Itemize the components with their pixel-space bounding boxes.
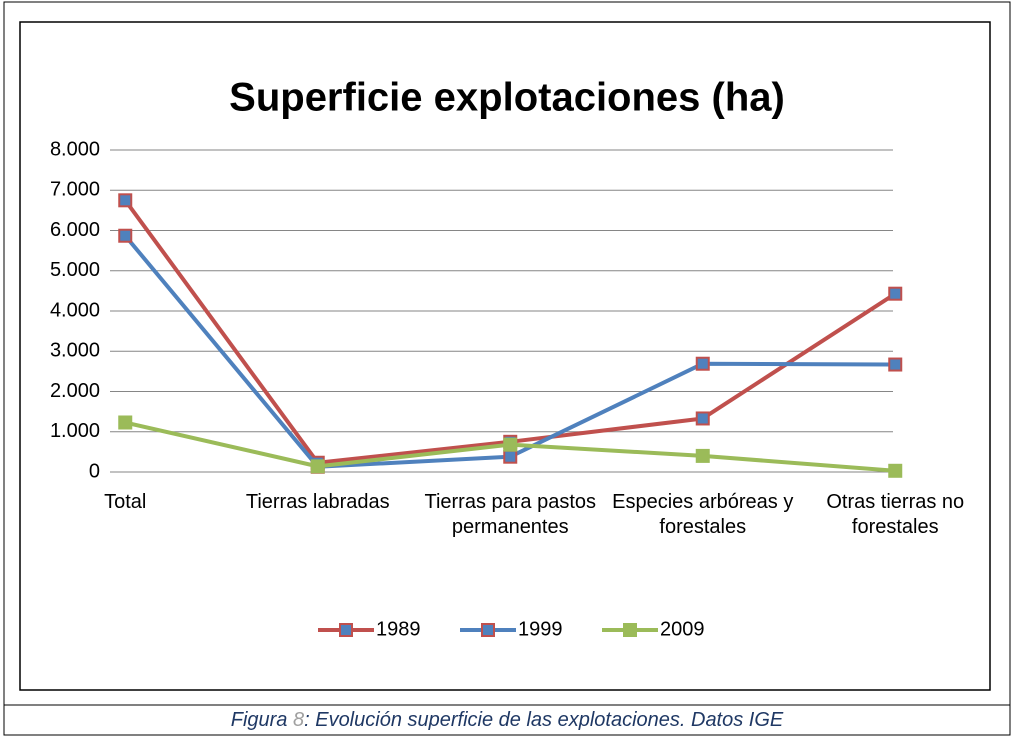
y-tick-label: 4.000 bbox=[50, 299, 100, 321]
marker bbox=[503, 449, 518, 464]
x-tick-label: Otras tierras no forestales bbox=[826, 491, 965, 538]
marker bbox=[118, 193, 133, 208]
caption-number: 8 bbox=[293, 709, 304, 731]
marker bbox=[118, 228, 133, 243]
y-tick-label: 7.000 bbox=[50, 179, 100, 201]
chart-title: Superficie explotaciones (ha) bbox=[229, 76, 785, 120]
x-tick-label-box: Otras tierras no forestales bbox=[826, 491, 965, 538]
x-tick-label: Tierras labradas bbox=[245, 491, 390, 513]
legend-marker bbox=[339, 623, 353, 637]
marker bbox=[888, 357, 903, 372]
chart-border bbox=[19, 21, 991, 691]
marker bbox=[310, 459, 325, 474]
marker bbox=[888, 463, 903, 478]
caption-text: : Evolución superficie de las explotacio… bbox=[304, 709, 784, 731]
marker bbox=[503, 437, 518, 452]
x-tick-label-box: Tierras para pastos permanentes bbox=[424, 491, 597, 538]
y-tick-label: 8.000 bbox=[50, 138, 100, 160]
y-tick-label: 1.000 bbox=[50, 420, 100, 442]
x-tick-label-box: Total bbox=[104, 491, 147, 513]
x-tick-label: Total bbox=[104, 491, 147, 513]
legend-marker bbox=[623, 623, 637, 637]
marker bbox=[695, 448, 710, 463]
legend-label: 1999 bbox=[518, 618, 563, 640]
frame bbox=[3, 1, 1011, 736]
y-tick-label: 6.000 bbox=[50, 219, 100, 241]
legend-label: 2009 bbox=[660, 618, 705, 640]
x-tick-label-box: Tierras labradas bbox=[245, 491, 390, 513]
caption-prefix: Figura bbox=[231, 709, 293, 731]
y-tick-label: 5.000 bbox=[50, 259, 100, 281]
marker bbox=[695, 356, 710, 371]
caption: Figura 8: Evolución superficie de las ex… bbox=[231, 709, 784, 731]
y-tick-label: 0 bbox=[89, 460, 100, 482]
legend-label: 1989 bbox=[376, 618, 421, 640]
x-tick-label-box: Especies arbóreas y forestales bbox=[612, 491, 794, 538]
legend-marker bbox=[481, 623, 495, 637]
y-tick-label: 2.000 bbox=[50, 380, 100, 402]
x-tick-label: Especies arbóreas y forestales bbox=[612, 491, 794, 538]
x-tick-label: Tierras para pastos permanentes bbox=[424, 491, 597, 538]
y-tick-label: 3.000 bbox=[50, 340, 100, 362]
marker bbox=[695, 411, 710, 426]
marker bbox=[118, 415, 133, 430]
marker bbox=[888, 286, 903, 301]
